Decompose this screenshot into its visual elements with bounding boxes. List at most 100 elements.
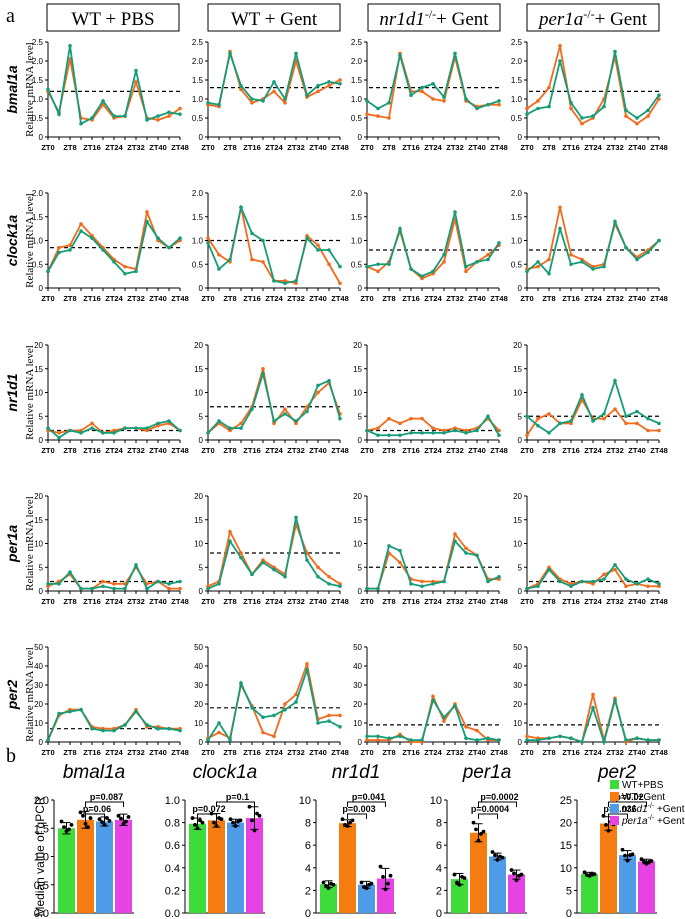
series-point-orange [646,114,650,118]
series-point-green [409,431,413,435]
data-point [116,813,121,818]
series-point-green [68,248,72,252]
series-point-green [283,97,287,101]
series-point-green [464,551,468,555]
x-tick-label: ZT40 [309,446,327,455]
x-tick-label: ZT16 [83,748,101,757]
data-point [386,881,390,886]
series-point-green [145,219,149,224]
series-point-green [365,264,369,269]
y-tick-label: 10 [34,540,43,549]
bar [189,823,206,913]
series-point-orange [283,407,287,411]
significance-bracket [216,801,255,807]
p-value-label: p=0.072 [192,804,225,814]
x-tick-label: ZT32 [606,748,624,757]
x-tick-label: ZT40 [628,143,646,152]
series-point-green [475,553,479,558]
legend-swatch [610,816,619,825]
x-tick-label: ZT24 [424,597,442,606]
header-prefix: per1a [537,9,583,30]
series-point-green [387,544,391,548]
data-point [378,864,383,869]
series-point-green [90,236,94,240]
line-chart-clock1a: 0 0.5 1.0 1.5 2.0 ZT0 ZT8 ZT16 ZT24 ZT32 ZT40 ZT48 [511,189,668,303]
series-point-green [112,586,116,591]
series-point-orange [569,106,573,111]
series-point-green [90,726,94,731]
significance-bracket [85,801,124,807]
series-point-green [453,539,457,543]
y-tick-label: 20 [194,492,203,501]
series-point-green [486,102,490,107]
x-tick-label: ZT48 [490,143,508,152]
series-point-green [420,85,424,90]
series-point-green [420,584,424,589]
y-tick-label: 0 [305,908,311,919]
x-tick-label: ZT0 [201,748,214,757]
series-point-green [338,584,342,589]
y-tick-label: 0 [518,133,523,142]
series-point-green [409,267,413,271]
x-tick-label: ZT24 [424,143,442,152]
data-point [67,827,71,832]
series-point-green [228,738,232,742]
series-point-green [376,586,380,591]
data-point [620,847,625,852]
y-tick-label: 1.5 [351,76,363,85]
series-point-green [602,577,606,581]
x-tick-label: ZT24 [105,748,123,757]
series-point-green [239,83,243,88]
y-tick-label: 2.0 [351,189,363,198]
x-tick-label: ZT0 [41,294,54,303]
series-point-green [57,711,61,716]
x-tick-label: ZT16 [83,294,101,303]
series-point-orange [624,584,628,589]
series-point-green [453,51,457,56]
x-tick-label: ZT40 [149,748,167,757]
series-point-orange [228,529,232,534]
data-point [198,818,202,823]
series-point-orange [283,702,287,706]
x-tick-label: ZT24 [105,143,123,152]
x-tick-label: ZT16 [243,143,261,152]
series-point-green [46,738,50,742]
y-tick-label: 10 [560,863,572,875]
series-point-orange [239,87,243,92]
x-tick-label: ZT8 [223,294,236,303]
data-point [340,817,345,822]
series-point-green [442,715,446,720]
series-point-green [228,257,232,262]
series-point-green [57,435,61,440]
legend-swatch [610,780,619,789]
header-text: nr1d1-/-+ Gent [379,7,489,30]
x-tick-label: ZT48 [650,294,668,303]
series-point-green [602,264,606,269]
series-point-green [250,572,254,577]
x-tick-label: ZT8 [382,294,395,303]
condition-headers: WT + PBS WT + Gent nr1d1-/-+ Gent per1a-/-+… [46,3,660,32]
series-point-orange [613,567,617,572]
series-point-green [624,577,628,581]
y-tick-label: 15 [194,365,203,374]
series-point-orange [657,97,661,101]
data-point [514,878,519,883]
series-point-orange [327,574,331,579]
x-tick-label: ZT8 [63,143,76,152]
series-point-green [591,114,595,118]
x-tick-label: ZT24 [424,294,442,303]
series-point-orange [338,713,342,718]
series-point-orange [376,738,380,742]
header-suffix: + Gent [436,9,489,30]
series-point-orange [338,78,342,82]
x-tick-label: ZT16 [83,446,101,455]
legend-sup: -/- [648,803,655,810]
line-chart-nr1d1: 0 5 10 15 20 ZT0 ZT8 ZT16 ZT24 ZT32 ZT40 ZT48 [353,341,508,455]
y-tick-label: 30 [194,681,203,690]
y-tick-label: 0 [358,436,363,445]
header-box [46,3,180,32]
line-chart-clock1a: 0 0.5 1.0 1.5 2.0 ZT0 ZT8 ZT16 ZT24 ZT32 ZT40 ZT48 [32,189,189,303]
y-tick-label: 10 [194,719,203,728]
y-tick-label: 0 [39,738,44,747]
data-point [257,813,262,818]
